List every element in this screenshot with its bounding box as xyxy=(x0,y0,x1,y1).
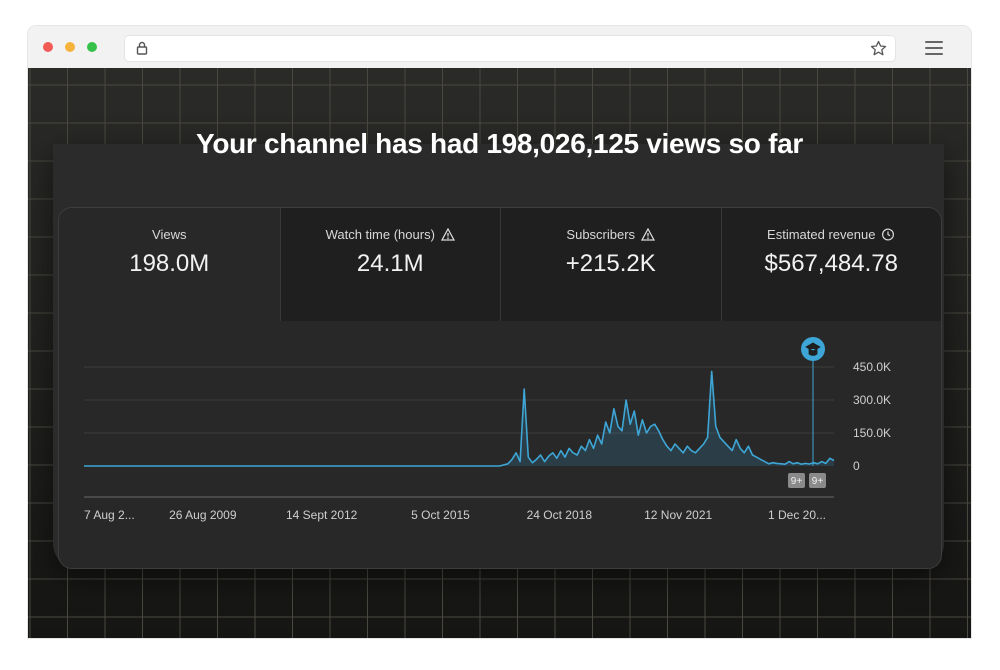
x-tick-label: 26 Aug 2009 xyxy=(169,508,237,522)
analytics-card: Views 198.0M Watch time (hours) 24.1M Su… xyxy=(58,207,942,569)
x-tick-label: 1 Dec 20... xyxy=(768,508,826,522)
annotation-marker xyxy=(809,473,826,488)
lock-icon xyxy=(136,41,148,55)
x-tick-label: 5 Oct 2015 xyxy=(411,508,470,522)
metric-tabs: Views 198.0M Watch time (hours) 24.1M Su… xyxy=(59,208,941,321)
annotation-marker-label: 9+ xyxy=(791,476,803,487)
y-tick-label: 450.0K xyxy=(853,360,891,374)
metric-tab-views[interactable]: Views 198.0M xyxy=(59,208,280,321)
metric-label: Estimated revenue xyxy=(722,227,942,242)
metric-label: Subscribers xyxy=(501,227,721,242)
minimize-window-button[interactable] xyxy=(65,42,75,52)
metric-value: +215.2K xyxy=(565,250,656,277)
bookmark-star-icon[interactable] xyxy=(870,40,887,57)
annotation-marker xyxy=(788,473,805,488)
x-tick-label: 24 Oct 2018 xyxy=(527,508,593,522)
metric-label: Watch time (hours) xyxy=(281,227,501,242)
series-line xyxy=(84,370,835,467)
y-tick-label: 150.0K xyxy=(853,426,891,440)
maximize-window-button[interactable] xyxy=(87,42,97,52)
clock-icon xyxy=(882,228,895,241)
x-tick-label: 14 Sept 2012 xyxy=(286,508,358,522)
warning-icon xyxy=(641,228,656,241)
metric-tab-subscribers[interactable]: Subscribers +215.2K xyxy=(500,208,721,321)
page-title: Your channel has had 198,026,125 views s… xyxy=(196,128,803,159)
browser-titlebar xyxy=(28,26,971,68)
metric-tab-estimated-revenue[interactable]: Estimated revenue $567,484.78 xyxy=(720,208,942,321)
close-window-button[interactable] xyxy=(43,42,53,52)
graduation-cap-shape xyxy=(805,342,821,356)
x-tick-label: 7 Aug 2... xyxy=(84,508,135,522)
y-tick-label: 0 xyxy=(853,459,860,473)
hamburger-menu-icon[interactable] xyxy=(925,41,943,55)
browser-window: Your channel has had 198,026,125 views s… xyxy=(28,26,971,638)
views-line-chart: 450.0K 300.0K 150.0K 0 7 Aug 2... 26 Aug 2009… xyxy=(84,337,891,522)
page-viewport: Your channel has had 198,026,125 views s… xyxy=(28,68,971,638)
annotation-marker-label: 9+ xyxy=(812,476,824,487)
address-bar[interactable] xyxy=(124,35,896,62)
metric-value: 24.1M xyxy=(356,250,424,277)
metric-tab-watch-time[interactable]: Watch time (hours) 24.1M xyxy=(279,208,501,321)
y-tick-label: 300.0K xyxy=(853,393,891,407)
series-area xyxy=(84,371,834,466)
metric-value: 198.0M xyxy=(129,250,210,277)
x-tick-label: 12 Nov 2021 xyxy=(644,508,712,522)
metric-label: Views xyxy=(152,227,187,242)
metric-value: $567,484.78 xyxy=(764,250,898,277)
warning-icon xyxy=(440,228,455,241)
